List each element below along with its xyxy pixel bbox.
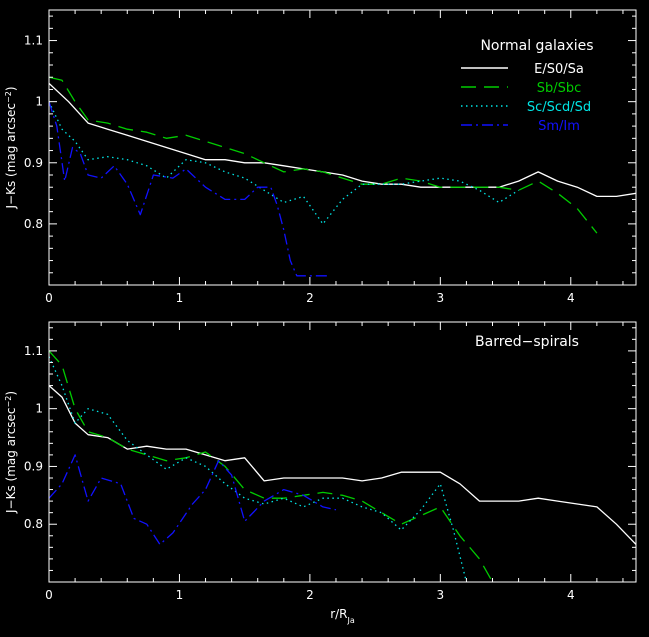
series-line-3 [49,101,519,225]
legend-label: Sm/Im [538,119,580,134]
y-tick-label: 0.8 [24,517,43,531]
plot-frame [48,9,637,286]
x-tick-label: 4 [567,588,575,602]
y-tick-label: 1 [35,402,43,416]
y-tick-label: 1 [35,95,43,109]
x-tick-label: 2 [306,291,314,305]
x-tick-label: 0 [45,291,53,305]
plot-frame [48,321,637,583]
x-tick-label: 4 [567,291,575,305]
series-group [49,350,636,582]
panel-2: 0 1 2 3 4 0.8 0.9 1 1.1 J−Ks (mag arcsec−2) r/RJa B… [4,321,637,625]
y-axis-label: J−Ks (mag arcsec−2) [4,391,19,514]
series-line-1 [49,385,636,545]
series-line-3 [49,356,468,582]
x-tick-label: 3 [437,588,445,602]
series-line-1 [49,82,636,198]
panel-1: 0 1 2 3 4 0.8 0.9 1 1.1 J−Ks (mag arcsec−2) Normal… [4,9,637,305]
x-tick-label: 3 [437,291,445,305]
x-tick-label: 0 [45,588,53,602]
series-group [49,76,636,277]
legend-label: Sb/Sbc [537,81,582,96]
y-tick-label: 1.1 [24,344,43,358]
legend-label: Sc/Scd/Sd [527,100,591,115]
legend: E/S0/Sa Sb/Sbc Sc/Scd/Sd Sm/Im [461,62,591,134]
x-axis-label: r/RJa [330,607,355,625]
series-line-2 [49,350,494,582]
x-tick-label: 1 [176,588,184,602]
panel-title: Barred−spirals [475,334,579,350]
y-tick-label: 0.8 [24,217,43,231]
x-tick-label: 2 [306,588,314,602]
series-line-2 [49,76,598,234]
y-tick-label: 0.9 [24,156,43,170]
y-tick-label: 0.9 [24,459,43,473]
series-line-4 [49,101,330,277]
series-line-4 [49,454,337,546]
x-tick-label: 1 [176,291,184,305]
panel-title: Normal galaxies [480,38,593,54]
y-tick-label: 1.1 [24,34,43,48]
legend-label: E/S0/Sa [534,62,584,77]
y-axis-label: J−Ks (mag arcsec−2) [4,86,19,209]
